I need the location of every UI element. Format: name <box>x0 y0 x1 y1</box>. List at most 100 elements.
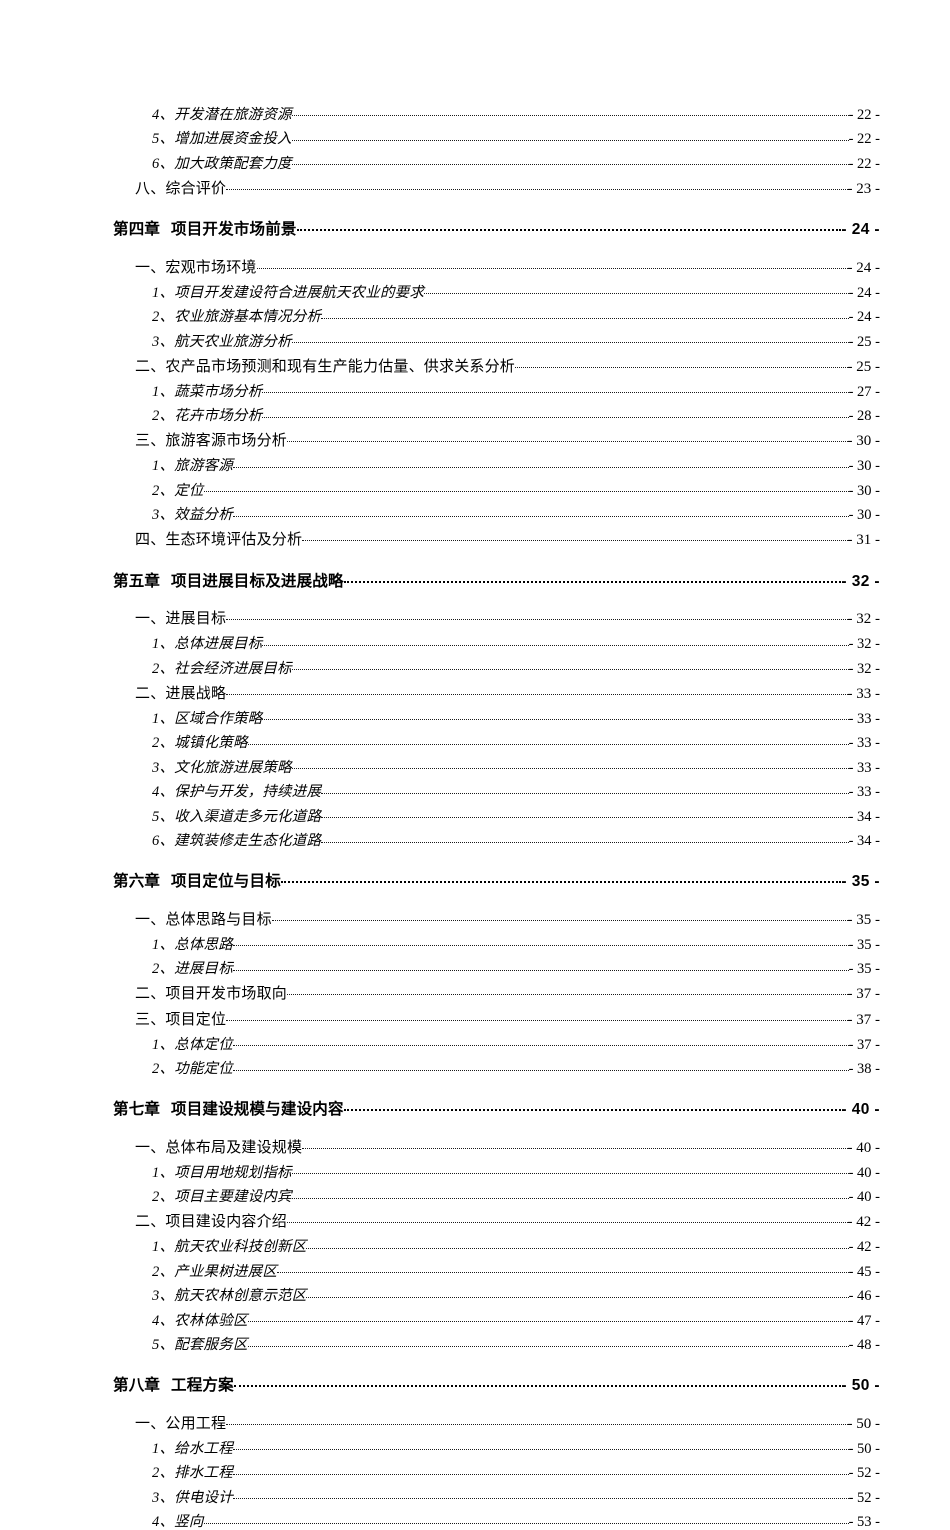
toc-entry-row[interactable]: 3、航天农林创意示范区 - 46 - <box>152 1286 880 1304</box>
toc-entry-row[interactable]: 1、项目用地规划指标 - 40 - <box>152 1162 880 1180</box>
toc-entry-row[interactable]: 四、生态环境评估及分析 - 31 - <box>135 529 880 548</box>
toc-entry-row[interactable]: 2、进展目标 - 35 - <box>152 959 880 977</box>
toc-dot-leader <box>256 257 848 272</box>
toc-entry-row[interactable]: 4、竖向 - 53 - <box>152 1512 880 1530</box>
toc-entry-row[interactable]: 2、农业旅游基本情况分析 - 24 - <box>152 307 880 325</box>
toc-entry-label: 6、建筑装修走生态化道路 <box>152 833 322 849</box>
toc-entry-row[interactable]: 5、收入渠道走多元化道路 - 34 - <box>152 806 880 824</box>
toc-page-number: - 37 - <box>847 986 881 1002</box>
toc-entry-row[interactable]: 2、定位 - 30 - <box>152 480 880 498</box>
toc-entry-row[interactable]: 2、产业果树进展区 - 45 - <box>152 1261 880 1279</box>
toc-dot-leader <box>287 983 848 998</box>
toc-page-number: - 33 - <box>848 735 880 751</box>
toc-entry-row[interactable]: 一、公用工程 - 50 - <box>135 1413 880 1432</box>
toc-page-number: - 35 - <box>848 936 880 953</box>
toc-entry-label: 1、航天农业科技创新区 <box>152 1239 307 1255</box>
toc-dot-leader <box>287 430 848 445</box>
toc-entry-row[interactable]: 1、总体进展目标 - 32 - <box>152 634 880 652</box>
toc-entry-label: 1、总体思路 <box>152 936 233 953</box>
toc-dot-leader <box>277 1261 849 1276</box>
toc-page-number: - 34 - <box>848 833 880 849</box>
toc-entry-row[interactable]: 2、排水工程 - 52 - <box>152 1463 880 1481</box>
toc-entry-row[interactable]: 三、旅游客源市场分析 - 30 - <box>135 430 880 449</box>
toc-entry-row[interactable]: 1、项目开发建设符合进展航天农业的要求 - 24 - <box>152 282 880 300</box>
toc-entry-row[interactable]: 2、城镇化策略 - 33 - <box>152 733 880 751</box>
toc-entry-row[interactable]: 3、效益分析 - 30 - <box>152 505 880 523</box>
toc-chapter-row[interactable]: 第四章 项目开发市场前景 - 24 - <box>113 219 880 238</box>
toc-entry-label: 一、总体思路与目标 <box>135 911 272 928</box>
toc-entry-row[interactable]: 1、总体定位 - 37 - <box>152 1034 880 1052</box>
toc-entry-row[interactable]: 一、宏观市场环境 - 24 - <box>135 257 880 276</box>
toc-dot-leader <box>291 129 849 144</box>
toc-chapter-row[interactable]: 第六章 项目定位与目标 - 35 - <box>113 871 880 890</box>
toc-page-number: - 24 - <box>848 309 880 325</box>
toc-entry-row[interactable]: 二、项目开发市场取向 - 37 - <box>135 983 880 1002</box>
toc-chapter-number: 第六章 <box>113 873 161 890</box>
toc-chapter-row[interactable]: 第八章 工程方案 - 50 - <box>113 1375 880 1394</box>
toc-entry-row[interactable]: 4、开发潜在旅游资源 - 22 - <box>152 104 880 122</box>
toc-entry-label: 一、进展目标 <box>135 611 227 627</box>
toc-entry-row[interactable]: 3、文化旅游进展策略 - 33 - <box>152 757 880 775</box>
toc-page-number: - 35 - <box>847 911 881 928</box>
toc-entry-row[interactable]: 4、保护与开发，持续进展 - 33 - <box>152 782 880 800</box>
toc-page-number: - 37 - <box>848 1036 880 1053</box>
toc-page-number: - 33 - <box>848 784 880 800</box>
toc-entry-row[interactable]: 2、花卉市场分析 - 28 - <box>152 406 880 424</box>
toc-entry-row[interactable]: 3、供电设计 - 52 - <box>152 1487 880 1505</box>
toc-entry-row[interactable]: 一、总体布局及建设规模 - 40 - <box>135 1137 880 1156</box>
toc-entry-label: 1、旅游客源 <box>152 458 233 474</box>
toc-dot-leader <box>291 658 849 673</box>
toc-page-number: - 32 - <box>847 611 881 627</box>
toc-dot-leader <box>296 219 842 235</box>
toc-entry-row[interactable]: 6、建筑装修走生态化道路 - 34 - <box>152 831 880 849</box>
toc-dot-leader <box>203 1512 849 1527</box>
toc-entry-label: 二、进展战略 <box>135 685 227 702</box>
toc-dot-leader <box>321 806 849 821</box>
toc-chapter-title: 项目定位与目标 <box>171 873 281 890</box>
toc-entry-row[interactable]: 1、区域合作策略 - 33 - <box>152 708 880 726</box>
toc-page-number: - 22 - <box>848 106 880 123</box>
toc-entry-label: 4、开发潜在旅游资源 <box>152 106 292 123</box>
toc-entry-row[interactable]: 4、农林体验区 - 47 - <box>152 1310 880 1328</box>
toc-entry-row[interactable]: 2、功能定位 - 38 - <box>152 1059 880 1077</box>
toc-entry-row[interactable]: 2、社会经济进展目标 - 32 - <box>152 658 880 676</box>
toc-entry-label: 2、定位 <box>152 482 204 499</box>
toc-dot-leader <box>343 1099 842 1115</box>
toc-entry-row[interactable]: 1、蔬菜市场分析 - 27 - <box>152 381 880 399</box>
toc-entry-row[interactable]: 一、进展目标 - 32 - <box>135 608 880 627</box>
toc-entry-row[interactable]: 6、加大政策配套力度 - 22 - <box>152 153 880 171</box>
toc-page-number: - 47 - <box>848 1312 880 1329</box>
toc-entry-label: 二、农产品市场预测和现有生产能力估量、供求关系分析 <box>135 358 516 375</box>
toc-entry-row[interactable]: 八、综合评价 - 23 - <box>135 178 880 197</box>
toc-entry-row[interactable]: 1、给水工程 - 50 - <box>152 1438 880 1456</box>
toc-entry-row[interactable]: 一、总体思路与目标 - 35 - <box>135 909 880 928</box>
toc-dot-leader <box>232 1438 849 1453</box>
toc-chapter-row[interactable]: 第五章 项目进展目标及进展战略 - 32 - <box>113 570 880 589</box>
document-page: 4、开发潜在旅游资源 - 22 - 5、增加进展资金投入 - 22 - 6、加大政策配套… <box>113 104 880 1530</box>
toc-chapter-row[interactable]: 第七章 项目建设规模与建设内容 - 40 - <box>113 1099 880 1118</box>
toc-dot-leader <box>262 406 849 421</box>
toc-page-number: - 42 - <box>848 1239 880 1255</box>
toc-entry-row[interactable]: 二、进展战略 - 33 - <box>135 683 880 702</box>
toc-entry-label: 三、项目定位 <box>135 1011 227 1028</box>
toc-dot-leader <box>280 871 842 887</box>
toc-dot-leader <box>232 1059 849 1074</box>
toc-chapter-number: 第五章 <box>113 572 161 590</box>
toc-dot-leader <box>232 1487 849 1502</box>
toc-entry-label: 第四章 项目开发市场前景 <box>113 222 297 238</box>
toc-entry-row[interactable]: 1、总体思路 - 35 - <box>152 934 880 952</box>
toc-page-number: - 33 - <box>848 759 880 776</box>
toc-entry-row[interactable]: 1、旅游客源 - 30 - <box>152 456 880 474</box>
toc-entry-row[interactable]: 1、航天农业科技创新区 - 42 - <box>152 1237 880 1255</box>
toc-entry-label: 2、花卉市场分析 <box>152 408 263 424</box>
toc-dot-leader <box>233 1375 842 1391</box>
toc-entry-row[interactable]: 二、农产品市场预测和现有生产能力估量、供求关系分析 - 25 - <box>135 356 880 375</box>
toc-entry-row[interactable]: 二、项目建设内容介绍 - 42 - <box>135 1211 880 1230</box>
toc-entry-row[interactable]: 5、增加进展资金投入 - 22 - <box>152 129 880 147</box>
toc-entry-row[interactable]: 3、航天农业旅游分析 - 25 - <box>152 331 880 349</box>
toc-entry-row[interactable]: 2、项目主要建设内宾 - 40 - <box>152 1187 880 1205</box>
toc-entry-row[interactable]: 三、项目定位 - 37 - <box>135 1009 880 1028</box>
toc-chapter-title: 项目建设规模与建设内容 <box>171 1101 344 1118</box>
toc-page-number: - 46 - <box>848 1288 880 1304</box>
toc-page-number: - 50 - <box>847 1415 881 1432</box>
